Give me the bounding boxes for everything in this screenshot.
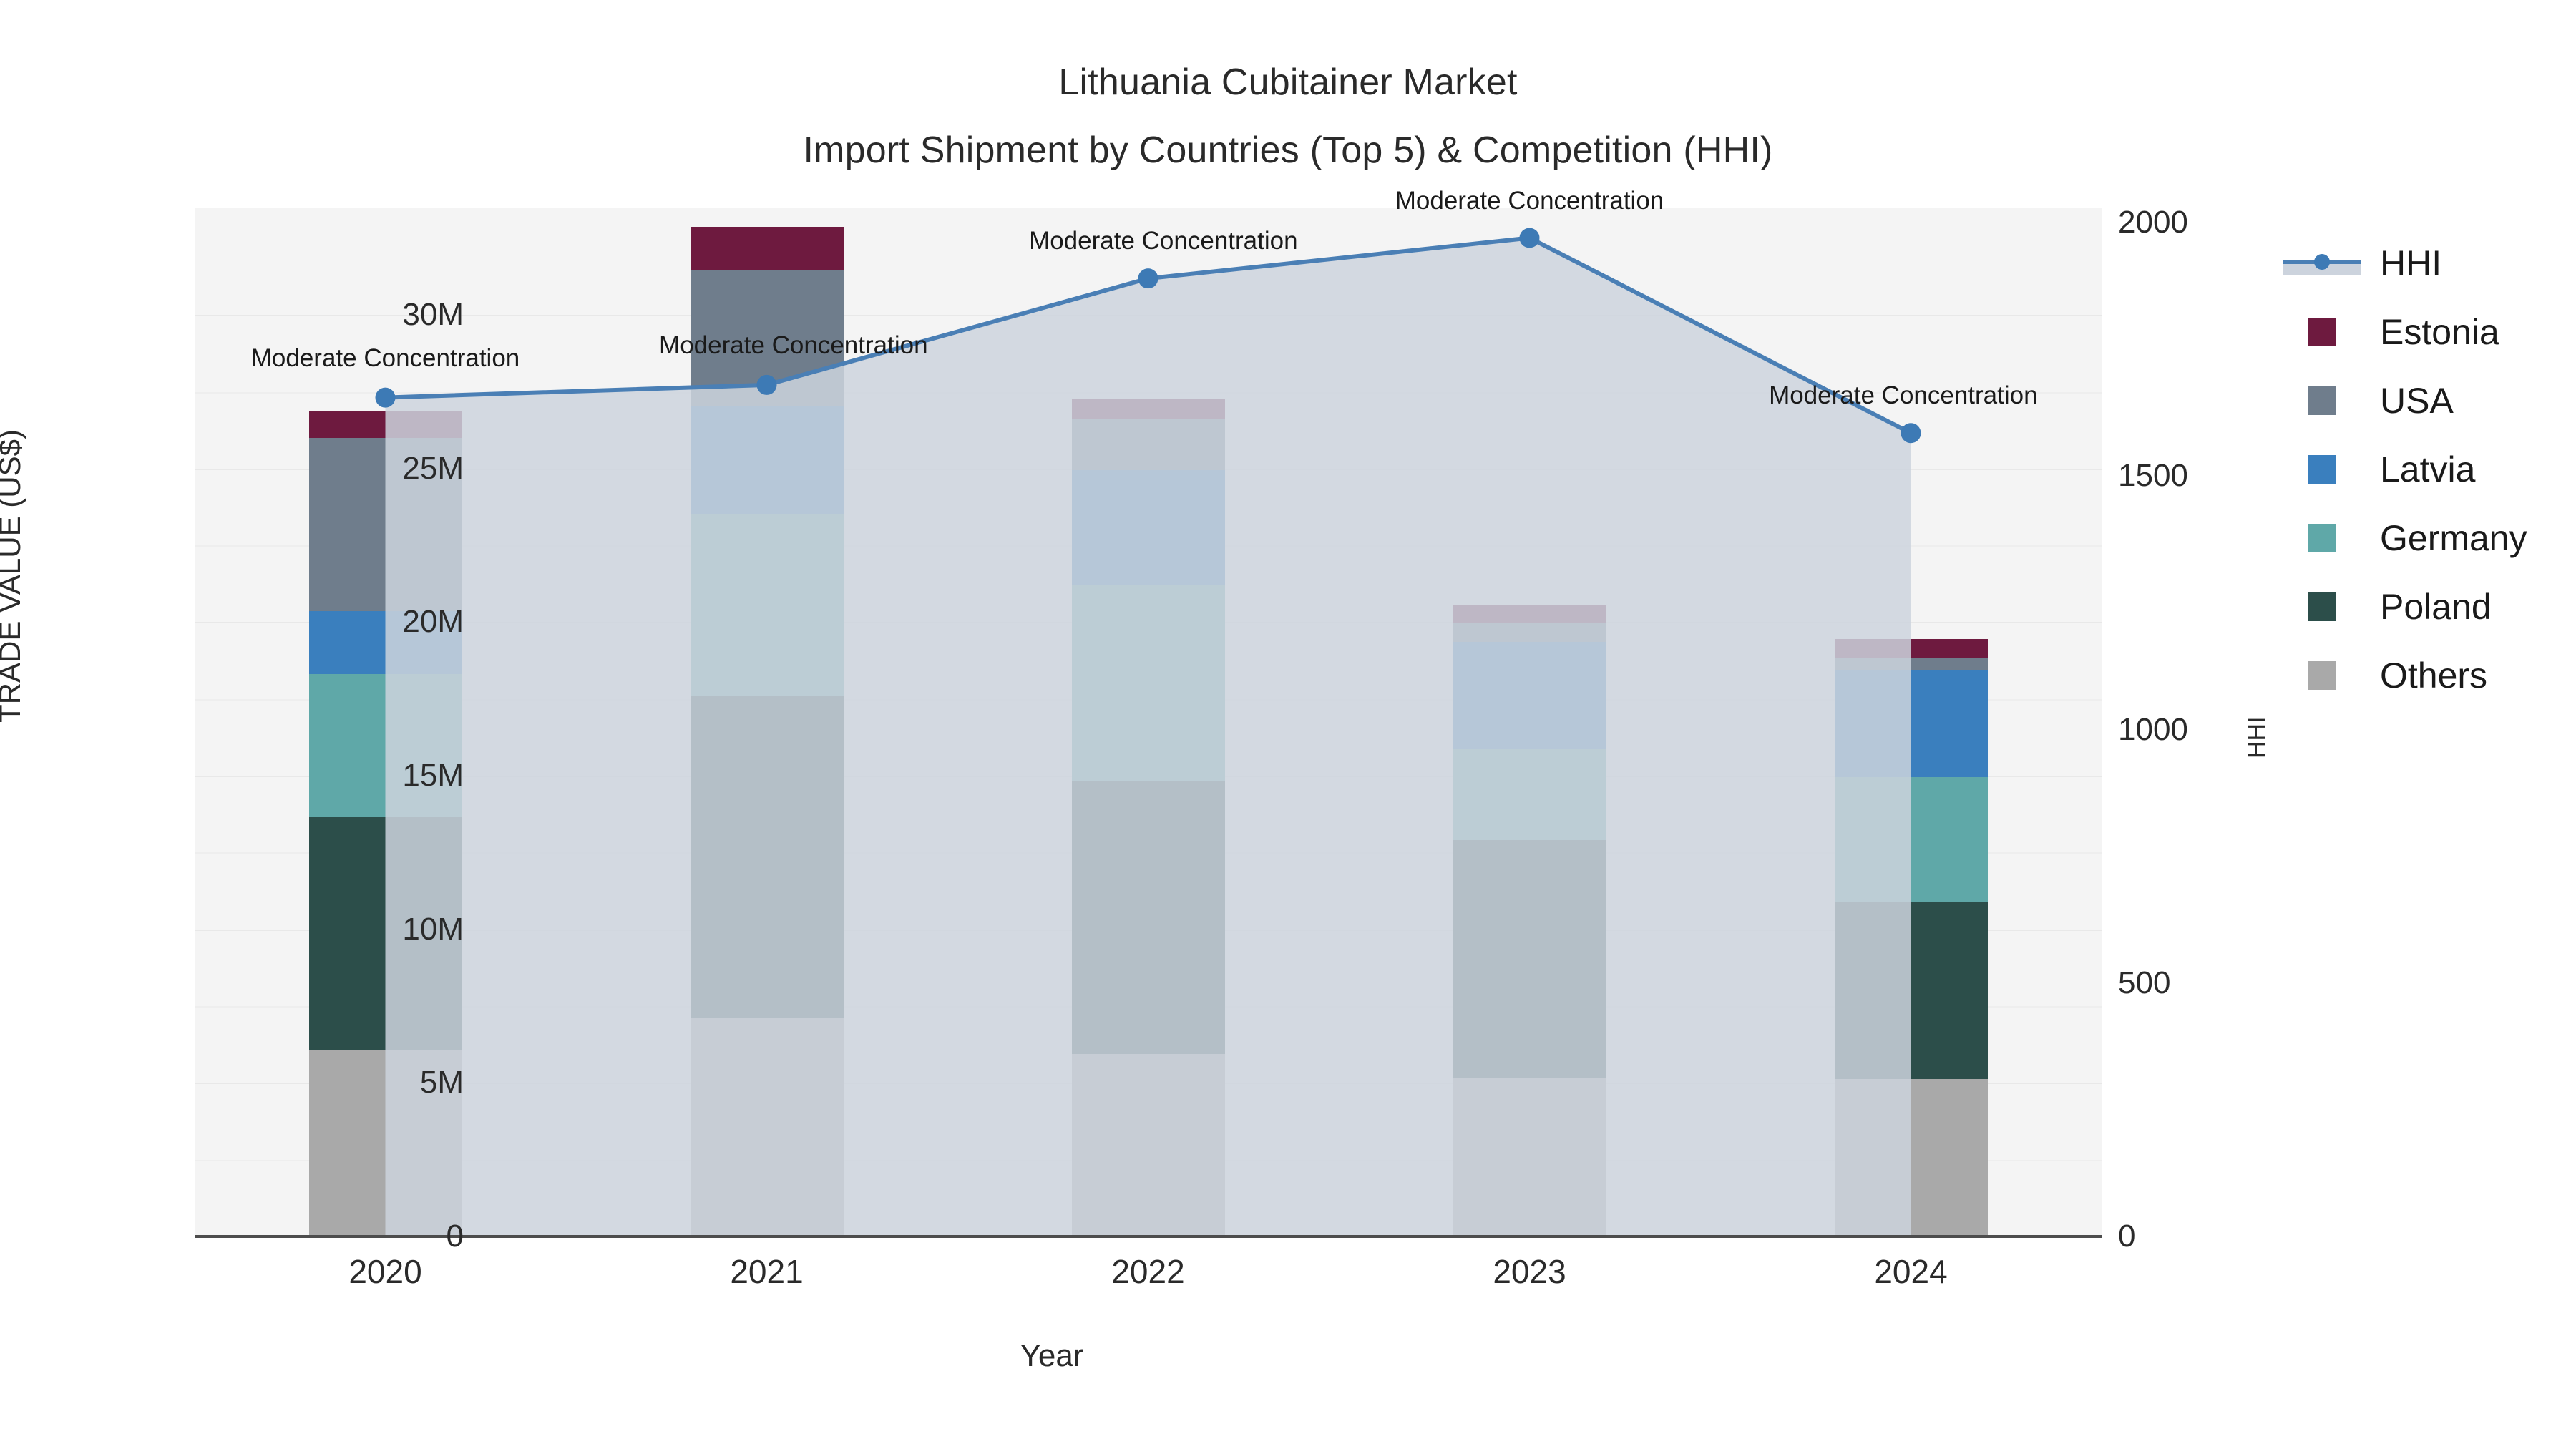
x-axis-label: Year (1020, 1338, 1084, 1373)
y-axis-right-tick: 2000 (2118, 205, 2188, 240)
y-axis-left-tick: 5M (419, 1065, 464, 1101)
hhi-data-point[interactable] (1138, 268, 1158, 289)
x-axis-tick: 2023 (1493, 1253, 1566, 1290)
legend-item-label: Germany (2380, 518, 2527, 558)
plot-area (195, 208, 2102, 1238)
legend-item-label: Latvia (2380, 449, 2476, 489)
y-axis-left-label: TRADE VALUE (US$) (0, 429, 26, 723)
y-axis-left-tick: 10M (402, 911, 464, 947)
hhi-data-point[interactable] (1519, 228, 1540, 248)
hhi-area-fill (385, 238, 1911, 1237)
legend-color-swatch-icon (2308, 386, 2336, 415)
bar-segment-estonia[interactable] (690, 226, 844, 271)
legend-item-estonia[interactable]: Estonia (2283, 298, 2569, 366)
legend-color-swatch-icon (2308, 592, 2336, 621)
legend-color-swatch-icon (2308, 455, 2336, 484)
y-axis-right-tick: 0 (2118, 1219, 2136, 1254)
legend-item-label: Estonia (2380, 312, 2499, 352)
legend-item-others[interactable]: Others (2283, 641, 2569, 710)
hhi-point-annotation: Moderate Concentration (1395, 186, 1664, 215)
chart-title-line1: Lithuania Cubitainer Market (1058, 62, 1518, 103)
hhi-point-annotation: Moderate Concentration (659, 331, 928, 359)
legend-item-poland[interactable]: Poland (2283, 572, 2569, 641)
y-axis-left-tick: 25M (402, 450, 464, 486)
legend-color-swatch-icon (2308, 318, 2336, 346)
legend-item-usa[interactable]: USA (2283, 366, 2569, 435)
legend-item-label: HHI (2380, 243, 2442, 283)
x-axis-tick: 2021 (730, 1253, 804, 1290)
legend-item-germany[interactable]: Germany (2283, 504, 2569, 572)
legend-item-label: Poland (2380, 587, 2492, 627)
legend-color-swatch-icon (2308, 661, 2336, 690)
hhi-point-annotation: Moderate Concentration (1029, 227, 1298, 255)
y-axis-left-tick: 15M (402, 758, 464, 794)
hhi-data-point[interactable] (756, 374, 777, 395)
x-axis-line (195, 1235, 2102, 1238)
legend-line-swatch-icon (2283, 249, 2361, 278)
x-axis-tick: 2024 (1874, 1253, 1948, 1290)
y-axis-left-tick: 30M (402, 297, 464, 333)
legend-item-label: Others (2380, 655, 2488, 696)
hhi-data-point[interactable] (1901, 423, 1921, 444)
hhi-point-annotation: Moderate Concentration (250, 343, 520, 372)
x-axis-tick: 2020 (348, 1253, 422, 1290)
legend-color-swatch-icon (2308, 524, 2336, 552)
legend-item-hhi[interactable]: HHI (2283, 229, 2569, 298)
y-axis-right-tick: 1000 (2118, 711, 2188, 747)
y-axis-right-tick: 500 (2118, 965, 2171, 1000)
legend-item-latvia[interactable]: Latvia (2283, 435, 2569, 504)
chart-title-line2: Import Shipment by Countries (Top 5) & C… (803, 130, 1773, 171)
hhi-line-layer (375, 228, 1921, 1237)
y-axis-right-label: HHI (2243, 716, 2270, 758)
x-axis-tick: 2022 (1111, 1253, 1185, 1290)
hhi-point-annotation: Moderate Concentration (1769, 381, 2038, 410)
y-axis-right-tick: 1500 (2118, 458, 2188, 494)
hhi-data-point[interactable] (375, 387, 396, 408)
y-axis-left-tick: 0 (446, 1219, 464, 1254)
y-axis-left-tick: 20M (402, 604, 464, 640)
legend: HHI Estonia USA Latvia Germany Poland Others (2283, 229, 2569, 710)
legend-item-label: USA (2380, 381, 2454, 421)
